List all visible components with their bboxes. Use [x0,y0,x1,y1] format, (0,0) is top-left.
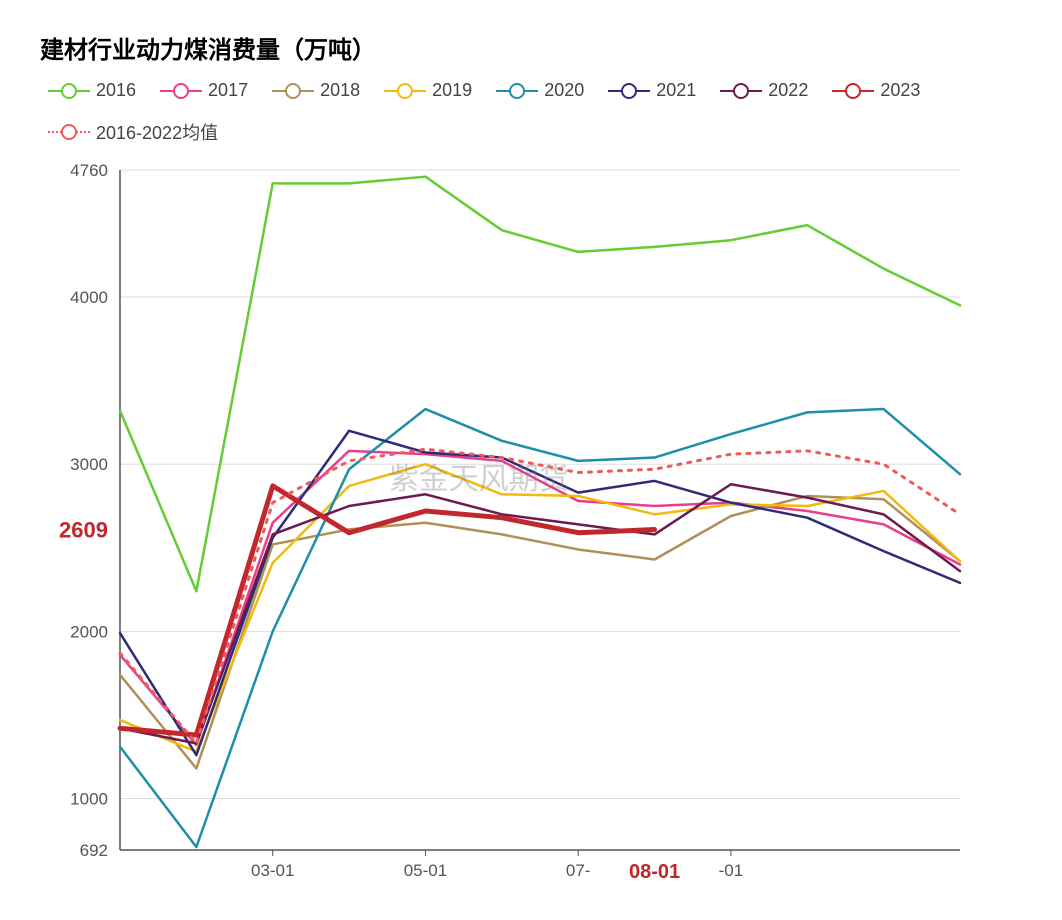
svg-text:692: 692 [80,841,108,860]
legend-item-2019: 2019 [384,80,472,101]
svg-text:-01: -01 [719,861,744,880]
legend-item-2016: 2016 [48,80,136,101]
legend-item-2018: 2018 [272,80,360,101]
svg-text:1000: 1000 [70,790,108,809]
svg-text:2000: 2000 [70,622,108,641]
svg-text:2609: 2609 [59,518,108,543]
svg-text:4760: 4760 [70,161,108,180]
svg-text:07-: 07- [566,861,591,880]
legend-item-2017: 2017 [160,80,248,101]
svg-text:03-01: 03-01 [251,861,294,880]
svg-text:05-01: 05-01 [404,861,447,880]
legend-item-2021: 2021 [608,80,696,101]
legend: 2016 2017 2018 2019 2020 2021 2022 2023 2016-202… [48,80,1062,145]
svg-text:08-01: 08-01 [629,861,680,883]
line-chart-svg: 692 1000 2000 3000 4000 4760 2609 03-01 05-01 07-… [30,160,980,890]
legend-item-2023: 2023 [832,80,920,101]
legend-item-2016-2022均值: 2016-2022均值 [48,119,218,145]
svg-text:4000: 4000 [70,288,108,307]
chart-title: 建材行业动力煤消费量（万吨） [40,30,1062,65]
legend-item-2020: 2020 [496,80,584,101]
plot-area: 692 1000 2000 3000 4000 4760 2609 03-01 05-01 07-… [30,160,1062,890]
legend-item-2022: 2022 [720,80,808,101]
svg-text:3000: 3000 [70,455,108,474]
series-2016-2022均值 [120,449,960,743]
